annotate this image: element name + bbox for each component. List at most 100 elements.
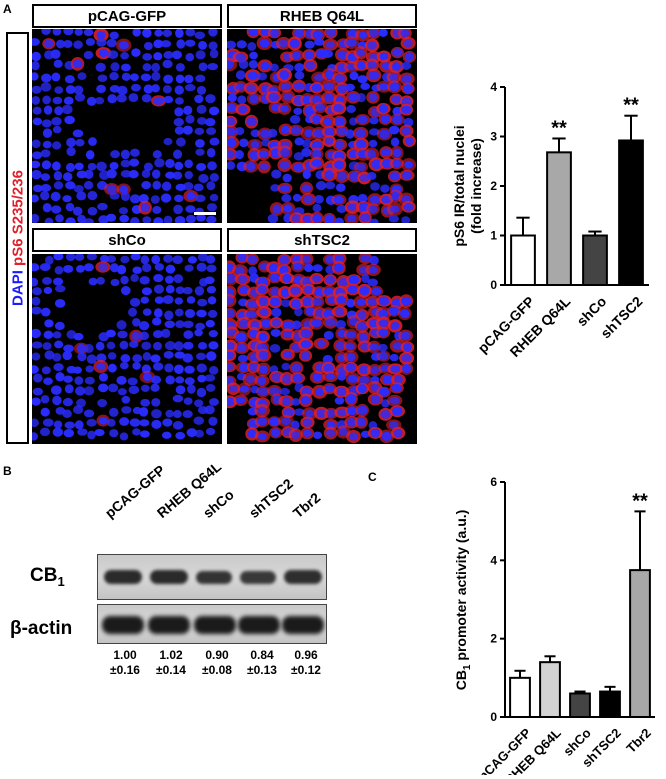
dapi-nucleus — [196, 309, 207, 318]
dapi-nucleus — [121, 406, 132, 414]
dapi-nucleus — [205, 383, 216, 392]
quant-mean: 1.02 — [159, 648, 183, 662]
cell-nucleus — [236, 343, 247, 353]
cell-nucleus — [357, 310, 367, 320]
cell-nucleus — [294, 71, 305, 80]
dapi-nucleus — [117, 330, 128, 339]
dapi-nucleus — [195, 194, 206, 203]
cell-nucleus — [314, 103, 326, 112]
dapi-nucleus — [72, 59, 83, 68]
dapi-nucleus — [116, 94, 127, 103]
dapi-nucleus — [161, 328, 171, 338]
dapi-nucleus — [44, 319, 54, 328]
cell-nucleus — [227, 342, 235, 350]
cell-nucleus — [227, 263, 234, 272]
cell-nucleus — [390, 137, 400, 147]
dapi-nucleus — [193, 416, 205, 425]
dapi-nucleus — [62, 195, 72, 203]
y-tick-label: 2 — [490, 179, 497, 193]
dapi-nucleus — [132, 354, 143, 363]
cell-nucleus — [291, 320, 302, 330]
cell-nucleus — [368, 70, 380, 81]
dapi-nucleus — [183, 181, 194, 191]
cell-nucleus — [292, 193, 302, 202]
cell-nucleus — [356, 139, 367, 149]
dapi-nucleus — [120, 275, 129, 285]
dapi-nucleus — [206, 147, 216, 158]
dapi-nucleus — [162, 85, 172, 94]
dapi-nucleus — [50, 49, 61, 59]
cell-nucleus — [382, 374, 393, 385]
cell-nucleus — [312, 297, 323, 306]
cell-nucleus — [270, 29, 279, 38]
dapi-nucleus — [54, 298, 66, 308]
cell-nucleus — [303, 285, 313, 295]
cell-nucleus — [389, 353, 399, 362]
dapi-nucleus — [66, 146, 76, 157]
dapi-nucleus — [163, 95, 174, 104]
cell-nucleus — [235, 150, 244, 160]
cell-nucleus — [257, 406, 267, 415]
dapi-nucleus — [109, 161, 119, 170]
dapi-nucleus — [172, 171, 183, 180]
dapi-nucleus — [152, 206, 162, 214]
cell-nucleus — [380, 148, 392, 157]
dapi-nucleus — [63, 40, 73, 48]
cell-nucleus — [259, 308, 269, 317]
dapi-nucleus — [32, 106, 42, 115]
dapi-nucleus — [196, 213, 206, 222]
cell-nucleus — [289, 38, 300, 49]
cell-nucleus — [378, 387, 390, 397]
dapi-nucleus — [32, 117, 43, 126]
dapi-nucleus — [194, 94, 204, 104]
dapi-nucleus — [105, 329, 116, 338]
cell-nucleus — [238, 274, 248, 284]
dapi-nucleus — [130, 217, 140, 223]
cell-nucleus — [369, 116, 379, 125]
band-cb1-3 — [196, 571, 232, 584]
dapi-nucleus — [184, 264, 194, 272]
category-label-tbr2: Tbr2 — [623, 725, 654, 756]
dapi-nucleus — [208, 341, 219, 350]
cell-nucleus — [314, 38, 325, 46]
dapi-nucleus — [209, 172, 219, 182]
cell-nucleus — [227, 161, 236, 170]
dapi-nucleus — [151, 169, 161, 179]
cell-nucleus — [279, 387, 291, 396]
band-cb1-5 — [284, 570, 322, 584]
cell-nucleus — [247, 71, 258, 80]
dapi-nucleus — [154, 296, 164, 304]
dapi-nucleus — [175, 376, 185, 384]
dapi-nucleus — [151, 419, 162, 429]
dapi-nucleus — [184, 377, 195, 386]
cell-nucleus — [389, 396, 400, 405]
dapi-nucleus — [86, 96, 97, 106]
dapi-nucleus — [132, 266, 142, 274]
dapi-nucleus — [195, 322, 206, 331]
dapi-nucleus — [44, 255, 54, 265]
dapi-nucleus — [32, 213, 40, 223]
cell-nucleus — [257, 285, 267, 294]
cell-nucleus — [315, 180, 327, 191]
actin-row-label: β-actin — [10, 618, 73, 639]
dapi-nucleus — [165, 285, 175, 294]
dapi-nucleus — [98, 383, 109, 393]
cell-nucleus — [370, 182, 380, 191]
dapi-nucleus — [174, 85, 184, 95]
cell-nucleus — [356, 417, 366, 427]
dapi-nucleus — [55, 372, 65, 382]
dapi-nucleus — [75, 386, 86, 396]
cell-nucleus — [303, 194, 313, 204]
cell-nucleus — [227, 362, 234, 371]
dapi-nucleus — [74, 93, 86, 102]
dapi-nucleus — [153, 96, 164, 105]
y-axis-label: pS6 IR/total nuclei(fold increase) — [451, 125, 484, 246]
dapi-nucleus — [56, 39, 65, 49]
cell-nucleus — [294, 307, 303, 317]
dapi-nucleus — [83, 218, 94, 223]
dapi-nucleus — [129, 158, 140, 167]
dapi-nucleus — [183, 397, 193, 405]
dapi-nucleus — [42, 128, 53, 138]
dapi-nucleus — [162, 418, 173, 427]
cell-nucleus — [357, 61, 366, 70]
